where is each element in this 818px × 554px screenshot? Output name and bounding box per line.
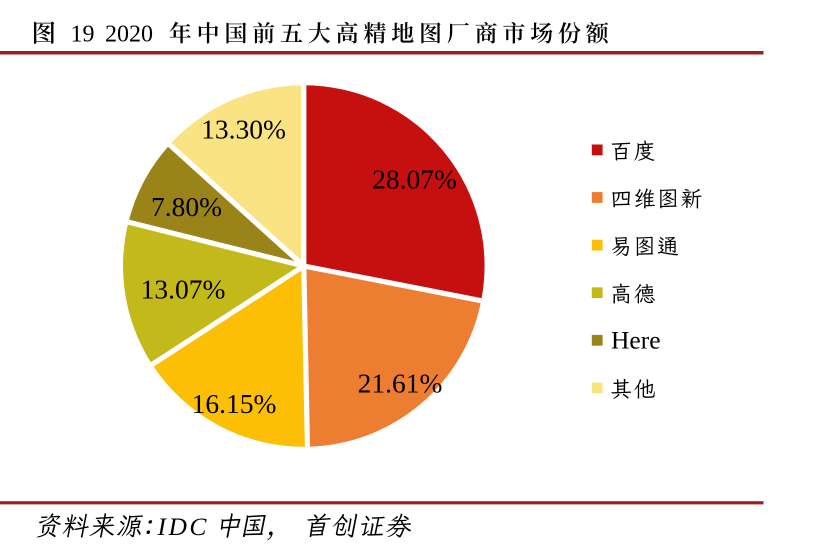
svg-text:Here: Here xyxy=(611,325,661,354)
svg-text:7.80%: 7.80% xyxy=(151,191,222,222)
svg-text:28.07%: 28.07% xyxy=(372,163,457,194)
svg-text:21.61%: 21.61% xyxy=(358,368,443,399)
svg-text:2020: 2020 xyxy=(105,22,153,48)
svg-text:13.30%: 13.30% xyxy=(201,113,286,144)
svg-text:16.15%: 16.15% xyxy=(192,388,277,419)
svg-text:13.07%: 13.07% xyxy=(141,274,226,305)
svg-text:19: 19 xyxy=(71,22,95,48)
svg-text:IDC: IDC xyxy=(157,512,209,541)
